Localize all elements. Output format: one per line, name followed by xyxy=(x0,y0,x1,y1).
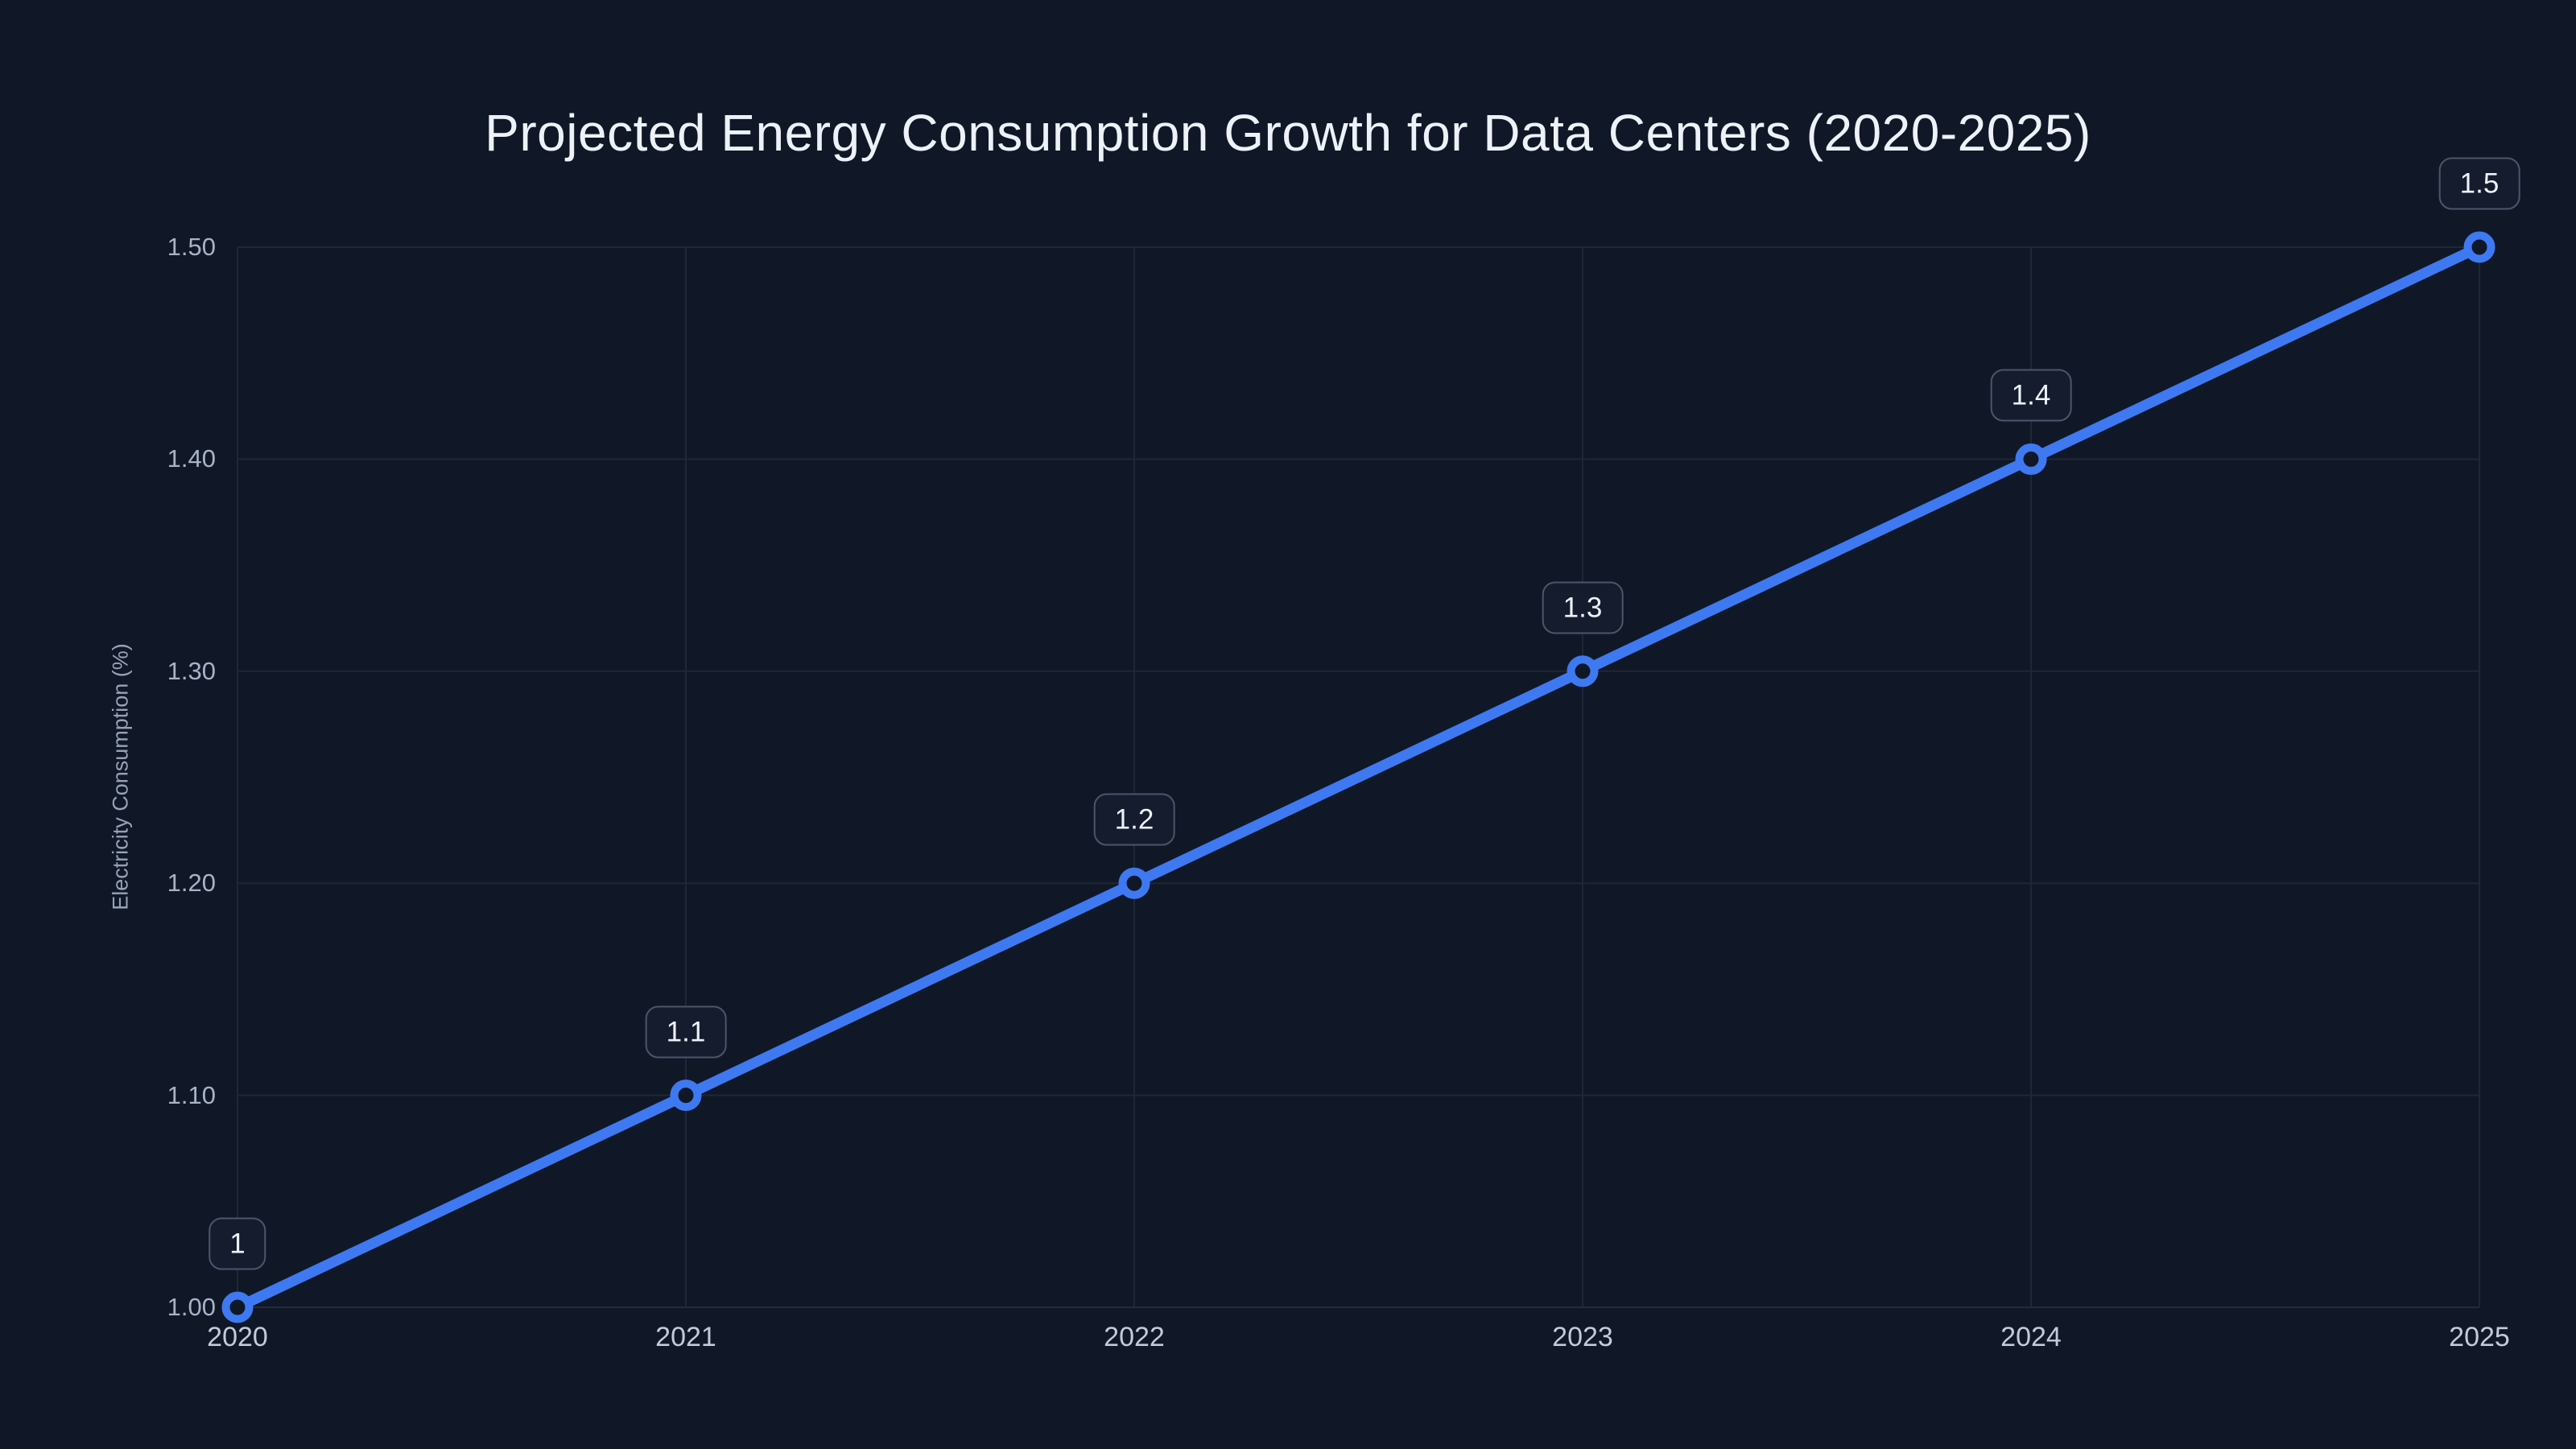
y-tick-label-1.20: 1.20 xyxy=(167,869,216,898)
y-tick-label-1.30: 1.30 xyxy=(167,656,216,685)
data-point-2025[interactable] xyxy=(2463,231,2496,263)
y-tick-label-1.00: 1.00 xyxy=(167,1293,216,1321)
data-point-2020[interactable] xyxy=(221,1291,254,1323)
x-tick-label-2025: 2025 xyxy=(2449,1322,2510,1352)
y-tick-label-1.50: 1.50 xyxy=(167,233,216,261)
point-label-badge-2022: 1.2 xyxy=(1093,793,1175,846)
y-tick-label-1.10: 1.10 xyxy=(167,1080,216,1109)
series-line xyxy=(232,242,2485,1313)
point-label-badge-2024: 1.4 xyxy=(1990,369,2072,422)
x-tick-label-2022: 2022 xyxy=(1104,1322,1165,1352)
data-point-2024[interactable] xyxy=(2015,443,2047,475)
data-point-2021[interactable] xyxy=(670,1080,702,1112)
x-tick-label-2020: 2020 xyxy=(207,1322,268,1352)
y-tick-label-1.40: 1.40 xyxy=(167,444,216,473)
point-label-badge-2021: 1.1 xyxy=(645,1005,727,1059)
chart-title: Projected Energy Consumption Growth for … xyxy=(485,104,2091,162)
x-tick-label-2021: 2021 xyxy=(655,1322,716,1352)
point-label-badge-2020: 1 xyxy=(208,1217,266,1270)
data-point-2023[interactable] xyxy=(1567,655,1599,687)
data-point-2022[interactable] xyxy=(1118,867,1150,899)
x-tick-label-2024: 2024 xyxy=(2000,1322,2062,1352)
x-tick-label-2023: 2023 xyxy=(1552,1322,1613,1352)
point-label-badge-2023: 1.3 xyxy=(1542,581,1624,634)
point-label-badge-2025: 1.5 xyxy=(2438,157,2520,210)
